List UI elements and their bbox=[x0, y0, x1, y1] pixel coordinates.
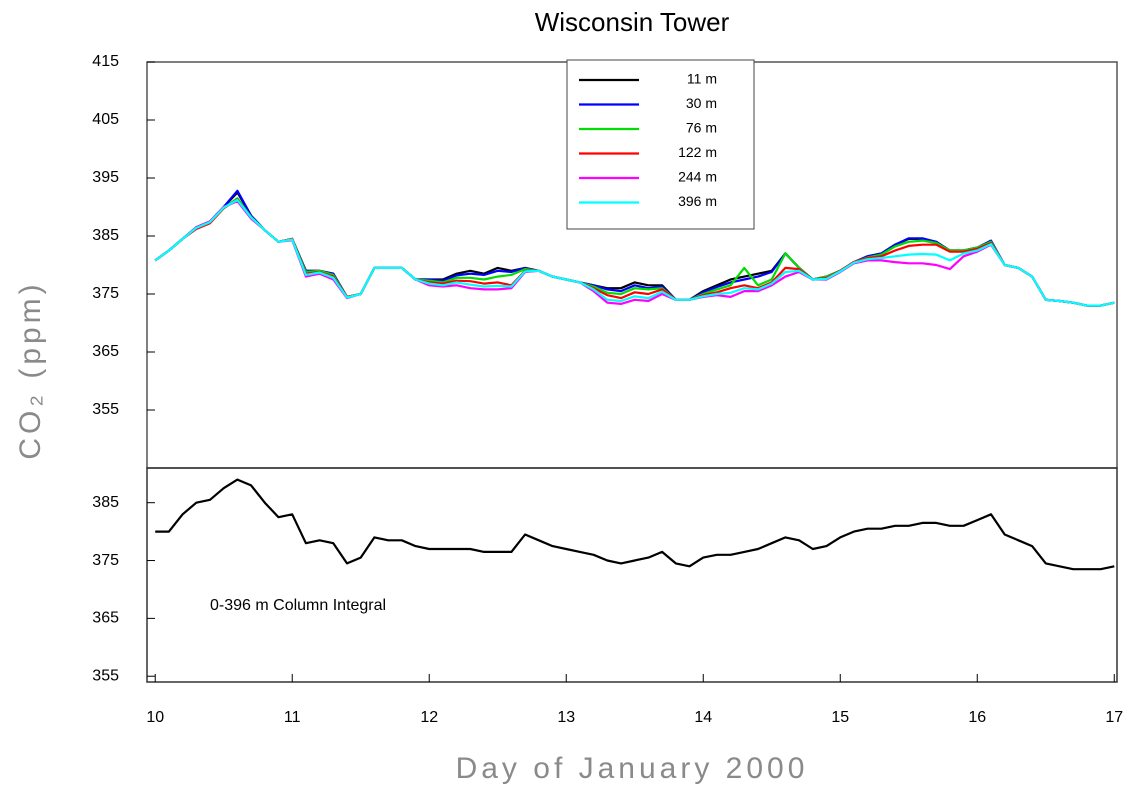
y-axis-title: CO₂ (ppm) bbox=[14, 280, 47, 459]
y-tick-label: 395 bbox=[92, 169, 119, 186]
data-line bbox=[154, 200, 1115, 307]
data-line bbox=[154, 197, 1115, 307]
y-tick-label: 355 bbox=[92, 667, 119, 684]
data-line bbox=[154, 198, 1115, 307]
y-tick-label: 375 bbox=[92, 552, 119, 569]
x-tick-label: 14 bbox=[694, 709, 712, 726]
data-line bbox=[155, 478, 1115, 571]
x-tick-label: 12 bbox=[420, 709, 438, 726]
y-tick-label: 365 bbox=[92, 610, 119, 627]
y-tick-label: 385 bbox=[92, 494, 119, 511]
x-tick-label: 13 bbox=[557, 709, 575, 726]
y-tick-label: 385 bbox=[92, 227, 119, 244]
legend-box bbox=[566, 59, 755, 230]
legend-label: 122 m bbox=[678, 144, 717, 160]
legend-label: 396 m bbox=[678, 193, 717, 209]
x-tick-label: 17 bbox=[1105, 709, 1123, 726]
x-tick-label: 11 bbox=[284, 709, 301, 726]
y-tick-label: 355 bbox=[92, 401, 119, 418]
x-tick-label: 16 bbox=[968, 709, 986, 726]
y-tick-label: 415 bbox=[92, 53, 119, 70]
legend-label: 11 m bbox=[687, 71, 717, 87]
legend-label: 76 m bbox=[686, 120, 717, 136]
annotation: 0-396 m Column Integral bbox=[210, 597, 386, 614]
legend-label: 30 m bbox=[686, 95, 717, 111]
x-tick-label: 15 bbox=[831, 709, 849, 726]
chart-title: Wisconsin Tower bbox=[535, 7, 730, 37]
plot-frame bbox=[146, 467, 1118, 683]
x-axis-title: Day of January 2000 bbox=[456, 752, 809, 785]
legend-label: 244 m bbox=[678, 169, 717, 185]
y-tick-label: 375 bbox=[92, 285, 119, 302]
y-tick-label: 405 bbox=[92, 111, 119, 128]
y-tick-label: 365 bbox=[92, 343, 119, 360]
x-tick-label: 10 bbox=[146, 709, 164, 726]
